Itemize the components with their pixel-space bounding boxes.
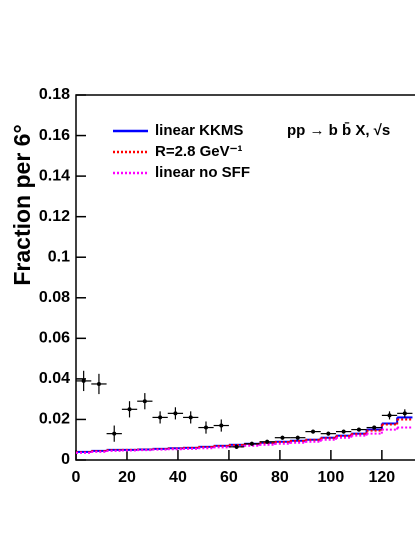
data-point: [219, 423, 224, 428]
y-axis-label: Fraction per 6°: [9, 124, 35, 285]
y-tick-label: 0: [61, 451, 70, 468]
x-tick-label: 120: [369, 469, 396, 486]
y-tick-label: 0.08: [39, 289, 70, 306]
axis-frame: [75, 94, 415, 461]
annotation: pp → b b̄ X, √s: [287, 121, 390, 139]
data-point: [127, 407, 132, 412]
x-tick-label: 80: [271, 469, 289, 486]
data-point: [280, 435, 285, 440]
data-point: [372, 425, 377, 430]
data-point: [387, 413, 392, 418]
x-tick-label: 100: [318, 469, 345, 486]
x-tick-label: 0: [72, 469, 81, 486]
data-point: [142, 399, 147, 404]
data-point: [356, 427, 361, 432]
legend-label: R=2.8 GeV⁻¹: [155, 143, 243, 160]
data-point: [112, 431, 117, 436]
y-tick-label: 0.14: [39, 167, 70, 184]
x-tick-label: 40: [169, 469, 187, 486]
data-point: [249, 441, 254, 446]
legend-label: linear KKMS: [155, 122, 243, 139]
data-point: [173, 411, 178, 416]
y-tick-label: 0.02: [39, 411, 70, 428]
y-tick-label: 0.06: [39, 330, 70, 347]
data-point: [295, 435, 300, 440]
data-point: [265, 439, 270, 444]
legend-label: linear no SFF: [155, 164, 250, 181]
data-point: [326, 431, 331, 436]
y-tick-label: 0.16: [39, 127, 70, 144]
x-tick-label: 60: [220, 469, 238, 486]
data-point: [81, 378, 86, 383]
data-point: [341, 429, 346, 434]
data-point: [188, 415, 193, 420]
data-point: [311, 429, 316, 434]
y-tick-label: 0.18: [39, 86, 70, 103]
data-point: [402, 411, 407, 416]
y-tick-label: 0.12: [39, 208, 70, 225]
data-point: [203, 425, 208, 430]
x-tick-label: 20: [118, 469, 136, 486]
y-tick-label: 0.04: [39, 370, 70, 387]
y-tick-label: 0.1: [48, 248, 70, 265]
data-point: [234, 444, 239, 449]
data-point: [96, 381, 101, 386]
data-point: [158, 415, 163, 420]
